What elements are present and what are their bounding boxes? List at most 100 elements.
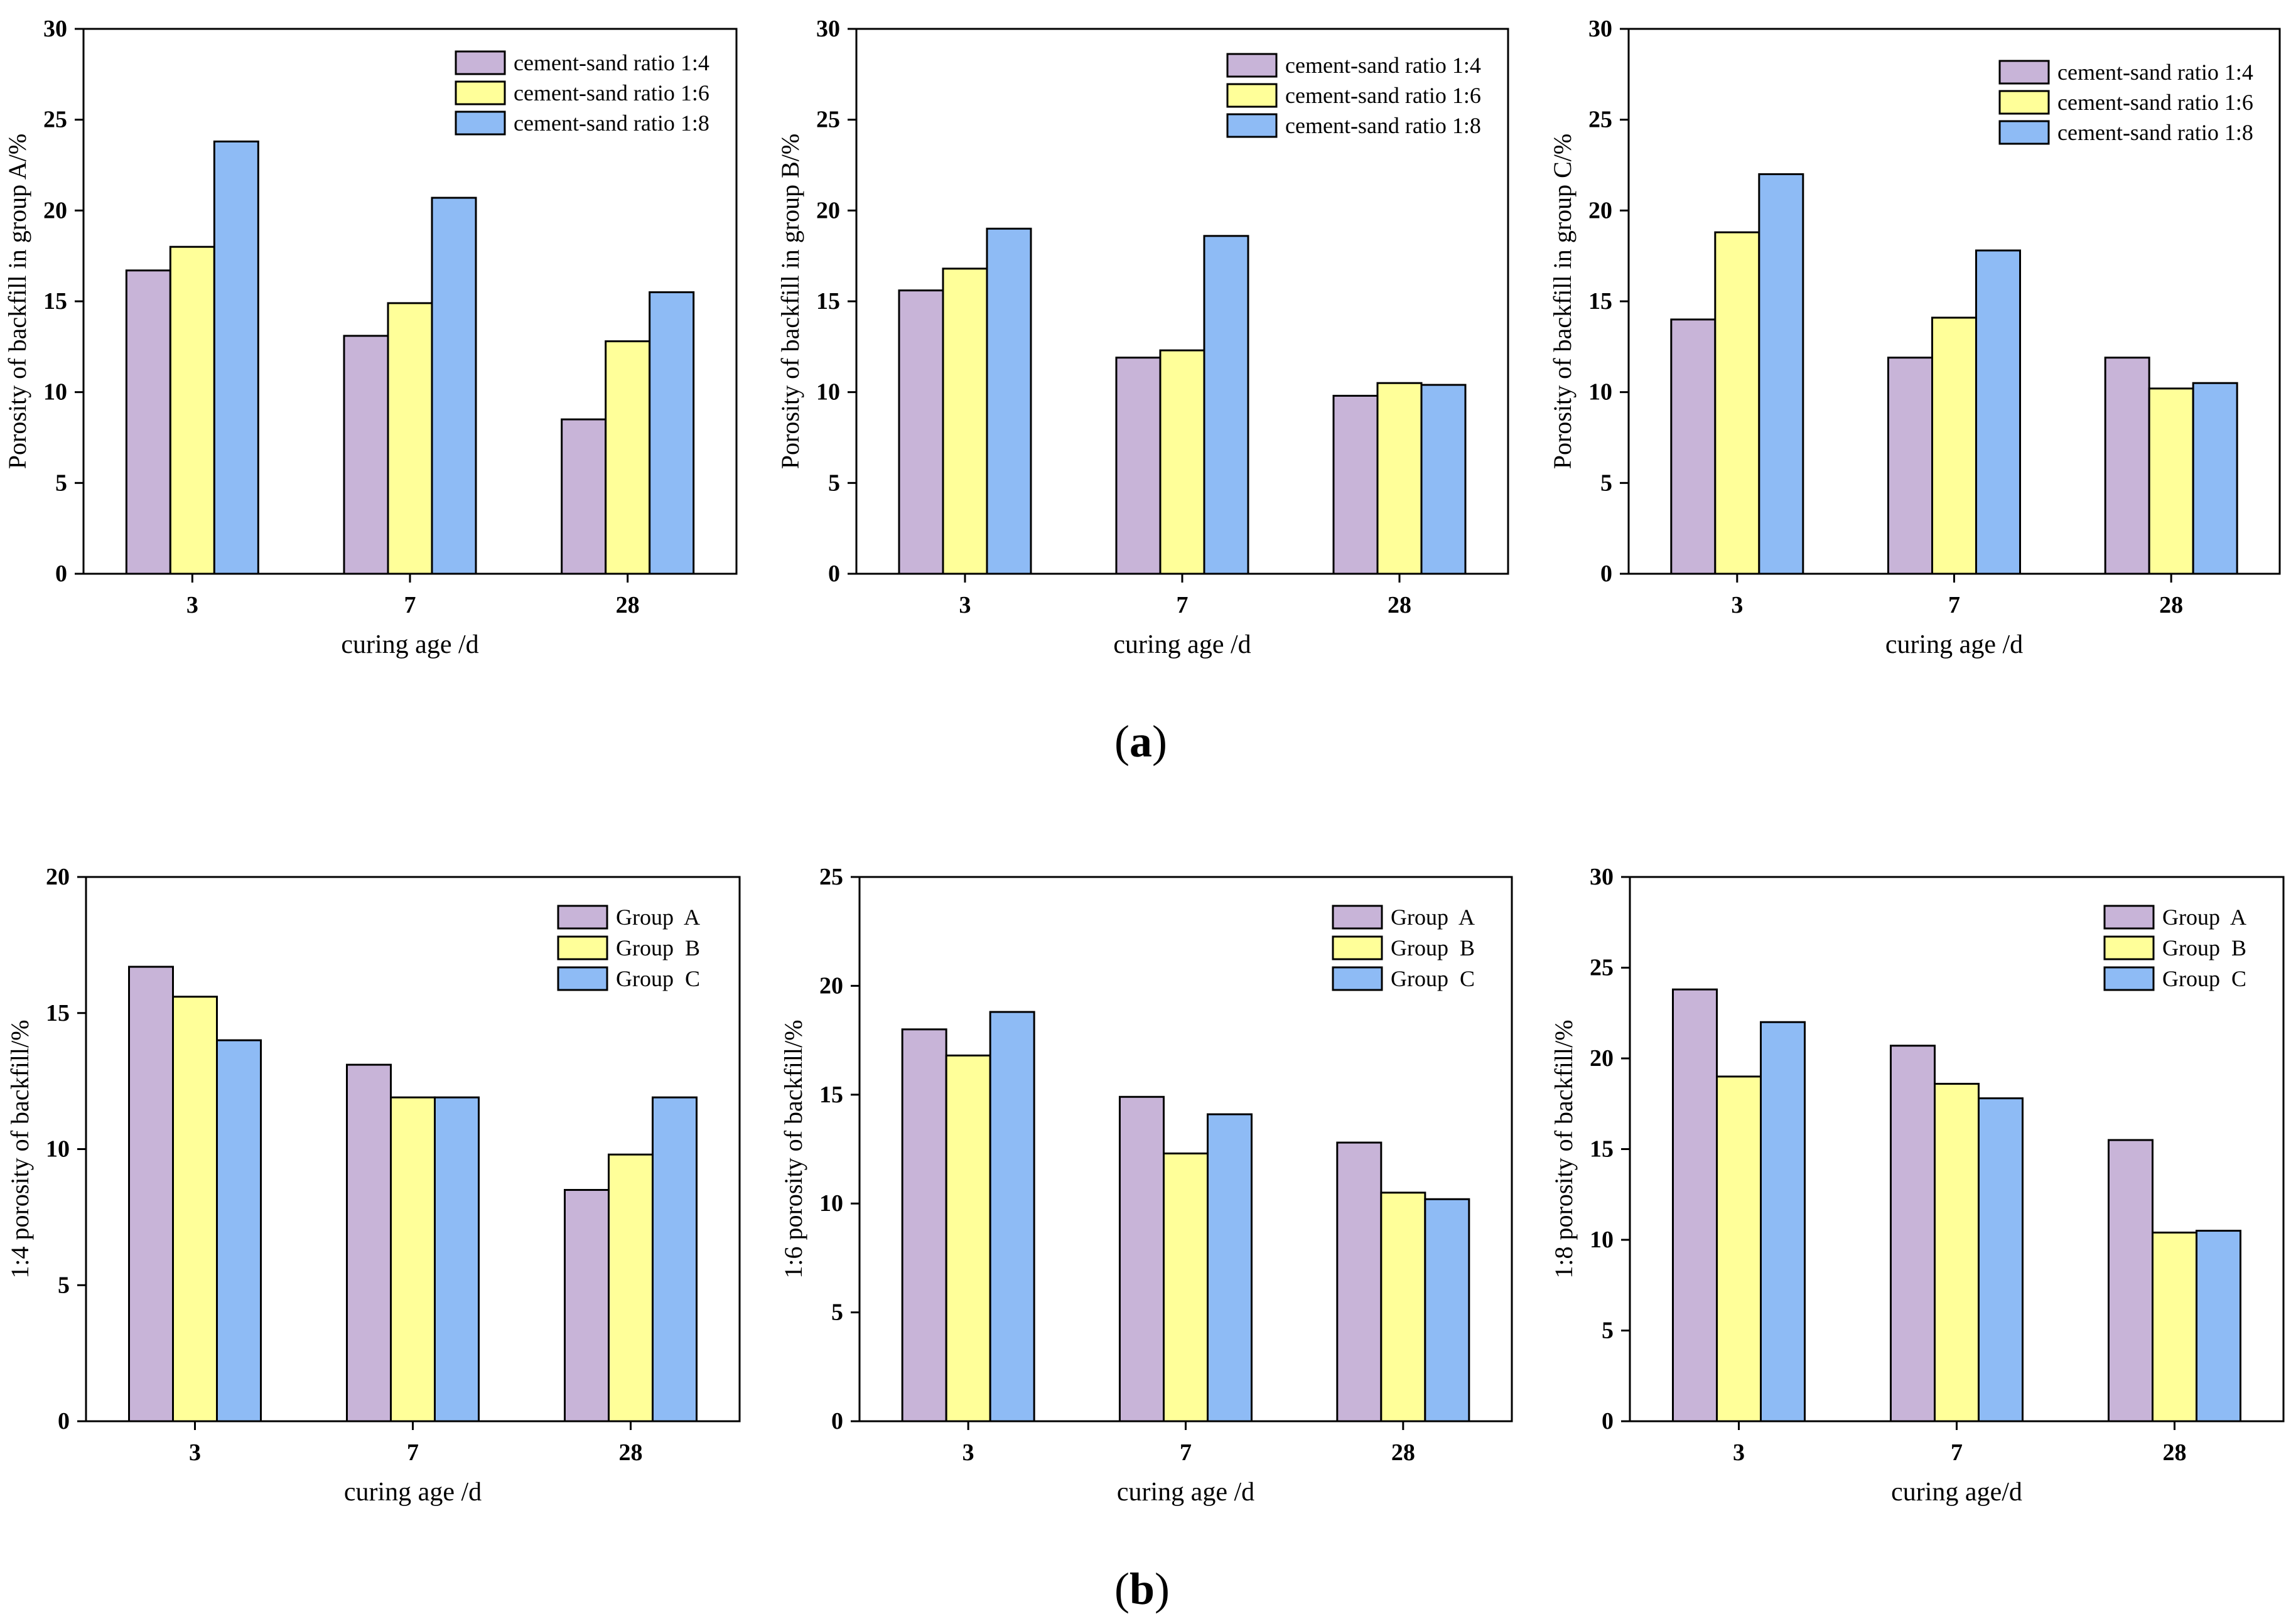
legend-swatch — [1332, 905, 1383, 930]
y-tick-label: 25 — [1588, 107, 1612, 133]
y-axis-label: 1:6 porosity of backfill/% — [779, 1019, 807, 1278]
chart-1: 0 5 10 15 20 25 30 3 7 28 curing age /d Porosity of… — [3, 16, 738, 659]
x-tick-label: 3 — [1731, 592, 1743, 618]
y-tick-label: 0 — [1602, 1408, 1614, 1434]
legend-swatch — [1332, 966, 1383, 991]
legend-swatch — [455, 50, 506, 75]
bar — [1934, 1082, 1980, 1422]
y-axis-label: Porosity of backfill in group C/% — [1548, 134, 1577, 469]
x-tick-label: 7 — [1177, 592, 1189, 618]
legend-label: Group A — [2162, 905, 2246, 930]
bar — [2148, 387, 2194, 575]
y-tick-label: 5 — [1600, 470, 1612, 496]
legend-label: cement-sand ratio 1:6 — [2057, 90, 2253, 115]
y-tick-label: 15 — [819, 1082, 843, 1108]
legend-label: Group A — [1391, 905, 1475, 930]
legend-label: cement-sand ratio 1:6 — [1285, 83, 1481, 108]
bar — [1203, 235, 1249, 575]
panel-label-b: (b) — [1114, 1564, 1170, 1614]
bar — [901, 1028, 947, 1422]
y-tick-label: 0 — [831, 1408, 843, 1434]
bar — [434, 1096, 480, 1422]
bar — [1672, 988, 1718, 1422]
legend-swatch — [1226, 113, 1278, 138]
bar — [1975, 249, 2021, 575]
legend-swatch — [557, 935, 608, 960]
bar — [945, 1054, 991, 1422]
x-tick-label: 7 — [407, 1439, 419, 1466]
bar — [1760, 1021, 1806, 1422]
chart-3: 0 5 10 15 20 25 30 3 7 28 curing age /d Porosity of… — [1548, 16, 2281, 659]
bar — [1424, 1198, 1470, 1422]
bar — [1931, 316, 1977, 575]
y-tick-label: 5 — [831, 1299, 843, 1326]
y-tick-label: 5 — [828, 470, 840, 496]
legend-label: cement-sand ratio 1:4 — [514, 50, 709, 75]
bar — [343, 335, 389, 575]
bar — [986, 227, 1032, 575]
legend-swatch — [1332, 935, 1383, 960]
bar — [1758, 173, 1804, 575]
y-tick-label: 30 — [1588, 16, 1612, 42]
legend-swatch — [2103, 935, 2155, 960]
y-tick-label: 10 — [1590, 1227, 1614, 1253]
y-tick-label: 15 — [816, 288, 840, 315]
y-tick-label: 5 — [55, 470, 67, 496]
y-tick-label: 20 — [1588, 197, 1612, 223]
legend-label: cement-sand ratio 1:6 — [514, 80, 709, 105]
legend-swatch — [2103, 966, 2155, 991]
legend-swatch — [2103, 905, 2155, 930]
legend-swatch — [1998, 90, 2050, 115]
y-tick-label: 0 — [828, 561, 840, 587]
y-tick-label: 10 — [1588, 379, 1612, 406]
x-tick-label: 7 — [404, 592, 416, 618]
x-tick-label: 3 — [1733, 1439, 1745, 1466]
y-tick-label: 25 — [819, 864, 843, 890]
y-tick-label: 20 — [43, 197, 67, 223]
legend-label: Group B — [1391, 935, 1475, 960]
legend-swatch — [455, 80, 506, 105]
legend-swatch — [1998, 120, 2050, 145]
y-tick-label: 15 — [1590, 1136, 1614, 1163]
bar — [2196, 1230, 2241, 1422]
y-axis-label: Porosity of backfill in group A/% — [3, 134, 31, 469]
x-tick-label: 28 — [1391, 1439, 1415, 1466]
y-tick-label: 5 — [58, 1272, 70, 1298]
y-axis-label: 1:4 porosity of backfill/% — [6, 1019, 34, 1278]
x-tick-label: 28 — [1388, 592, 1411, 618]
x-tick-label: 28 — [616, 592, 640, 618]
bar — [605, 340, 651, 575]
bar — [1376, 382, 1423, 575]
bar — [213, 140, 259, 575]
bar — [942, 267, 988, 575]
panel-label-a: (a) — [1114, 716, 1167, 766]
bar — [652, 1096, 698, 1422]
y-tick-label: 0 — [55, 561, 67, 587]
bar — [216, 1039, 262, 1422]
legend-label: cement-sand ratio 1:4 — [1285, 53, 1481, 78]
y-tick-label: 10 — [43, 379, 67, 406]
bar — [390, 1096, 436, 1422]
legend-label: cement-sand ratio 1:4 — [2057, 60, 2253, 85]
bar — [564, 1189, 610, 1422]
y-axis-label: 1:8 porosity of backfill/% — [1550, 1019, 1578, 1278]
legend-swatch — [1998, 60, 2050, 85]
chart-6: 0 5 10 15 20 25 30 3 7 28 curing age/d 1:8 porosity… — [1550, 864, 2285, 1507]
bar — [1420, 384, 1467, 575]
y-tick-label: 10 — [46, 1136, 70, 1163]
legend-swatch — [1226, 83, 1278, 108]
legend-label: Group B — [2162, 935, 2246, 960]
y-tick-label: 25 — [1590, 955, 1614, 981]
legend-swatch — [455, 110, 506, 136]
bar — [608, 1153, 654, 1422]
bar — [1714, 231, 1760, 575]
bar — [128, 965, 174, 1422]
bar — [989, 1011, 1035, 1422]
bar — [387, 302, 433, 575]
x-axis-label: curing age /d — [1885, 630, 2023, 659]
legend-label: Group C — [2162, 966, 2246, 991]
bar — [1119, 1095, 1165, 1422]
bar — [1716, 1075, 1762, 1422]
y-tick-label: 15 — [46, 1000, 70, 1026]
